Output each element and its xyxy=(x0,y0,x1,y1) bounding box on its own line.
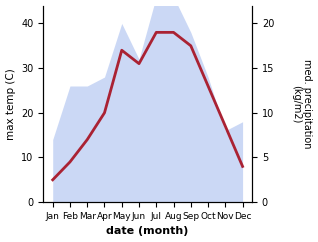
Y-axis label: med. precipitation
(kg/m2): med. precipitation (kg/m2) xyxy=(291,59,313,149)
Y-axis label: max temp (C): max temp (C) xyxy=(5,68,16,140)
X-axis label: date (month): date (month) xyxy=(107,227,189,236)
